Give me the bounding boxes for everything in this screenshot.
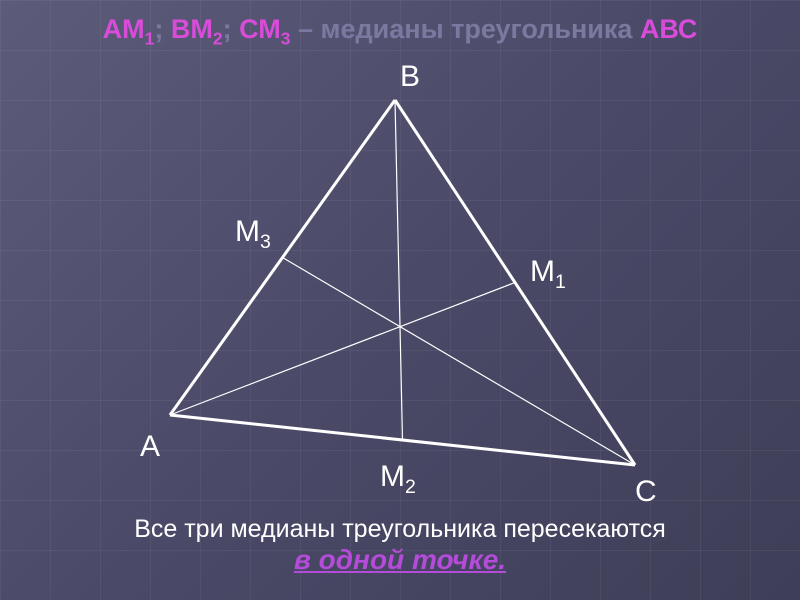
midpoint-label-m1: М1	[530, 255, 566, 294]
title-segment: ;	[154, 14, 171, 44]
diagram-svg	[0, 60, 800, 520]
title-segment: – медианы треугольника	[291, 14, 640, 44]
title-heading: АМ1; ВМ2; СМ3 – медианы треугольника АВС	[0, 0, 800, 49]
triangle-diagram: А В С М1 М2 М3	[0, 60, 800, 520]
vertex-label-b: В	[400, 60, 420, 94]
title-segment: АМ1	[103, 14, 155, 44]
title-segment: АВС	[640, 14, 697, 44]
vertex-label-c: С	[635, 475, 657, 509]
footer-line2: в одной точке.	[0, 544, 800, 576]
midpoint-label-m2: М2	[380, 460, 416, 499]
title-segment: СМ3	[239, 14, 290, 44]
vertex-label-a: А	[140, 430, 160, 464]
footer-caption: Все три медианы треугольника пересекаютс…	[0, 515, 800, 576]
midpoint-label-m3: М3	[235, 215, 271, 254]
title-segment: ;	[223, 14, 240, 44]
footer-line1: Все три медианы треугольника пересекаютс…	[0, 515, 800, 544]
title-segment: ВМ2	[171, 14, 223, 44]
